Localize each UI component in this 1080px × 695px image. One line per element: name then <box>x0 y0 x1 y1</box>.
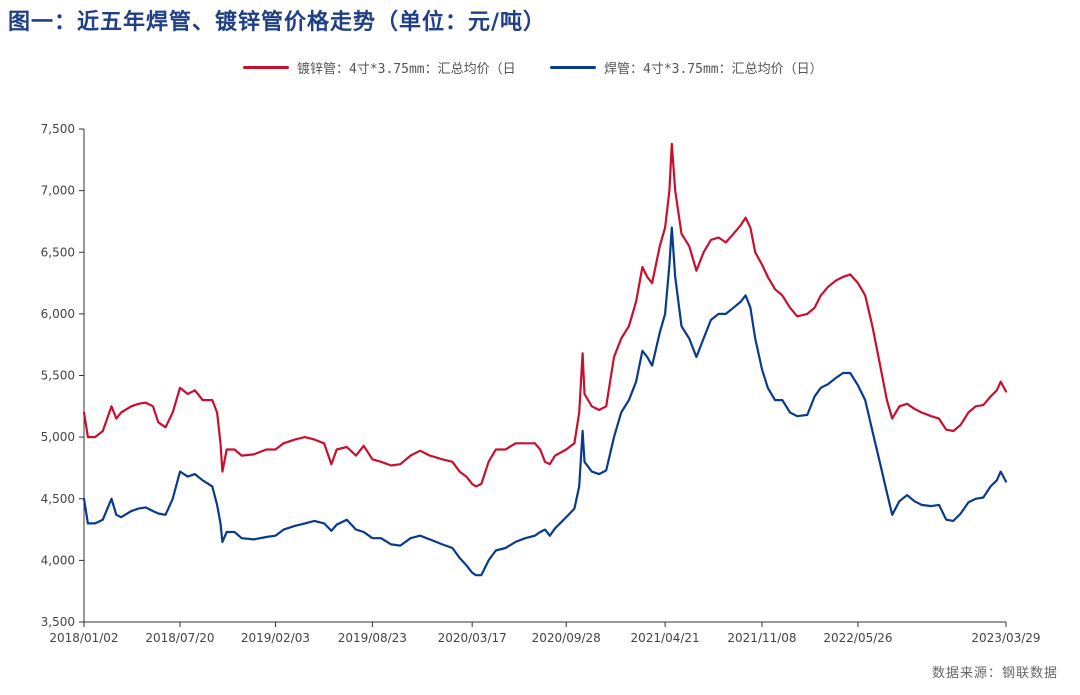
x-tick-label: 2019/02/03 <box>241 631 310 645</box>
x-tick-label: 2021/04/21 <box>630 631 699 645</box>
x-tick-label: 2022/05/26 <box>823 631 892 645</box>
y-tick-label: 6,500 <box>41 245 75 259</box>
y-tick-label: 7,000 <box>41 184 75 198</box>
y-tick-label: 5,000 <box>41 430 75 444</box>
data-source-note: 数据来源：钢联数据 <box>931 666 1058 681</box>
legend: 镀锌管：4寸*3.75mm：汇总均价（日 焊管：4寸*3.75mm：汇总均价（日… <box>0 58 1080 78</box>
legend-swatch-welded-pipe <box>550 66 596 69</box>
x-tick-label: 2020/03/17 <box>438 631 507 645</box>
legend-label-galvanized-pipe: 镀锌管：4寸*3.75mm：汇总均价（日 <box>297 62 516 77</box>
chart-title: 图一：近五年焊管、镀锌管价格走势（单位：元/吨） <box>8 10 547 35</box>
x-tick-label: 2019/08/23 <box>338 631 407 645</box>
y-tick-label: 3,500 <box>41 615 75 629</box>
y-tick-label: 5,500 <box>41 369 75 383</box>
x-tick-label: 2023/03/29 <box>971 631 1040 645</box>
series-line-welded-pipe <box>82 226 1008 577</box>
series-line-galvanized-pipe <box>82 142 1008 488</box>
legend-item-galvanized-pipe[interactable]: 镀锌管：4寸*3.75mm：汇总均价（日 <box>243 58 516 77</box>
legend-label-welded-pipe: 焊管：4寸*3.75mm：汇总均价（日） <box>604 62 823 77</box>
x-tick-label: 2021/11/08 <box>727 631 796 645</box>
x-tick-label: 2018/01/02 <box>49 631 118 645</box>
y-tick-label: 4,500 <box>41 492 75 506</box>
y-tick-label: 6,000 <box>41 307 75 321</box>
legend-swatch-galvanized-pipe <box>243 66 289 69</box>
x-tick-label: 2020/09/28 <box>532 631 601 645</box>
y-tick-label: 7,500 <box>41 122 75 136</box>
x-tick-label: 2018/07/20 <box>145 631 214 645</box>
legend-item-welded-pipe[interactable]: 焊管：4寸*3.75mm：汇总均价（日） <box>550 58 823 77</box>
y-tick-label: 4,000 <box>41 553 75 567</box>
